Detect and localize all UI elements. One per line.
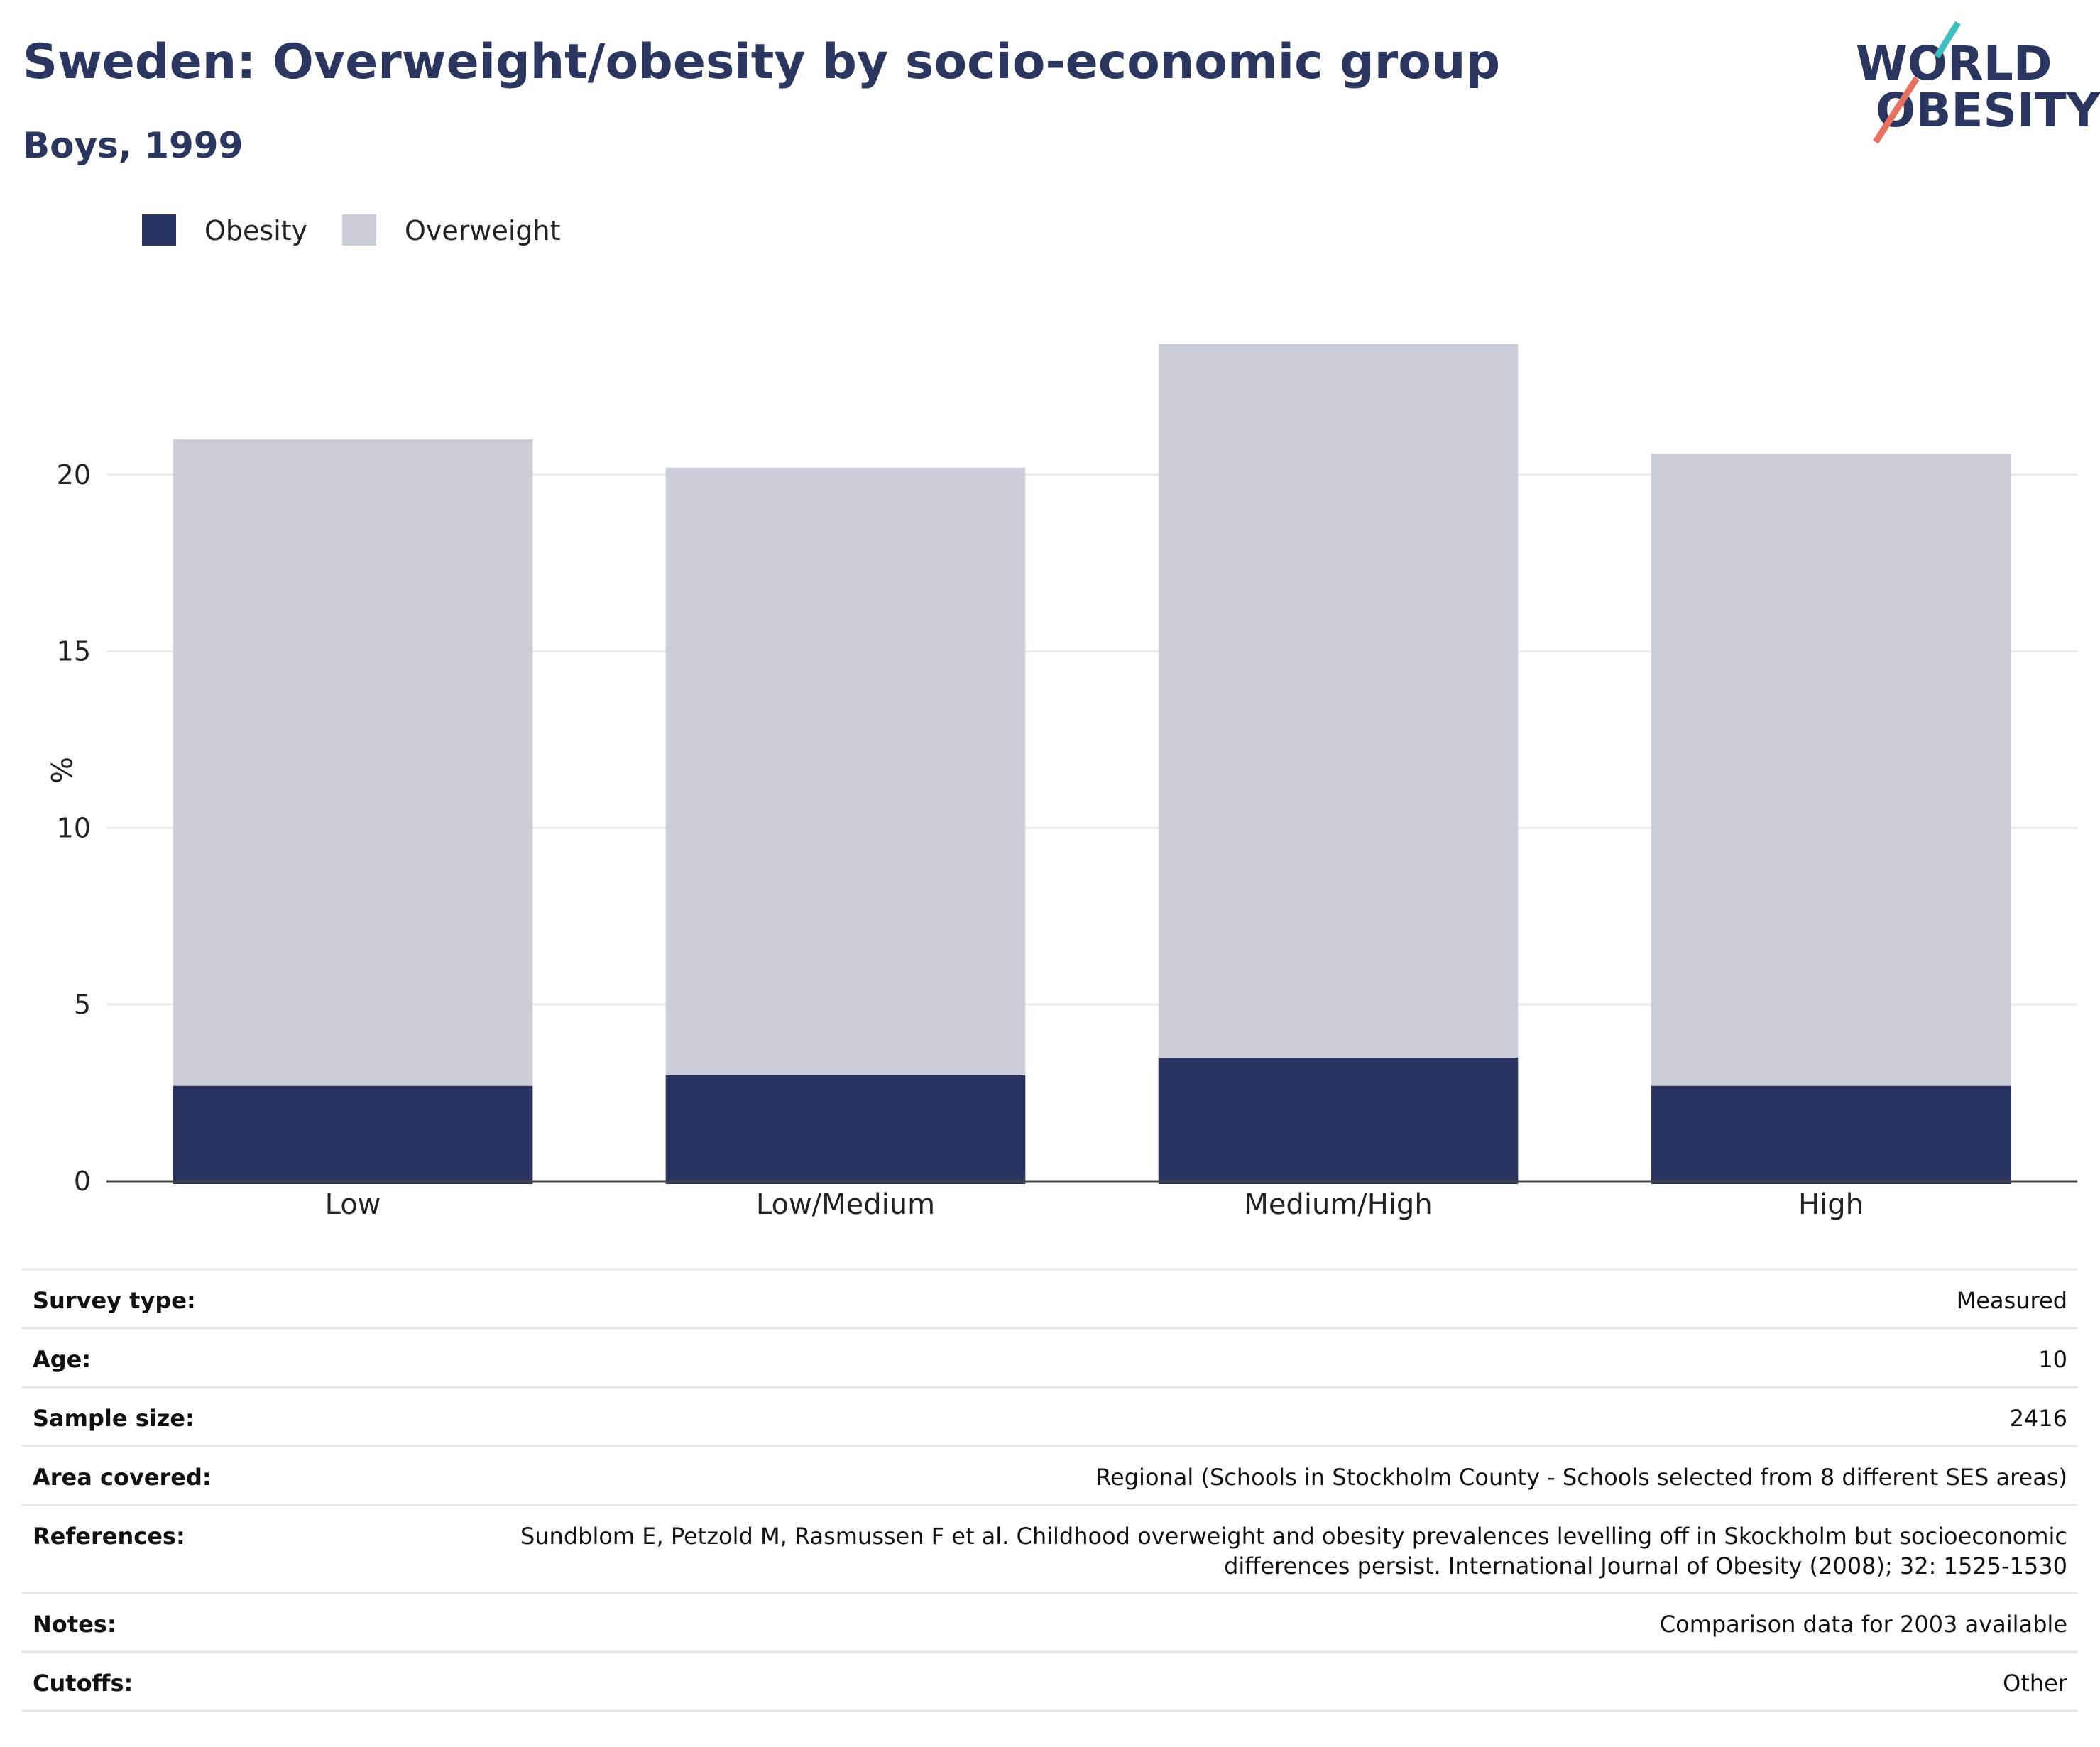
meta-value: 10 — [2038, 1346, 2067, 1373]
chart-title: Sweden: Overweight/obesity by socio-econ… — [23, 34, 1500, 90]
meta-value: Measured — [1957, 1287, 2067, 1314]
meta-label: Notes: — [33, 1611, 116, 1638]
meta-value: 2416 — [2010, 1405, 2067, 1432]
bar-obesity-high — [1651, 1085, 2011, 1184]
bars: Low Low/Medium Medium/High High — [173, 344, 2011, 1221]
x-tick-label: Low/Medium — [756, 1188, 935, 1221]
bar-overweight-low-medium — [665, 467, 1026, 1075]
meta-label: Sample size: — [33, 1405, 195, 1432]
bar-obesity-low — [173, 1085, 533, 1184]
legend-label-obesity: Obesity — [204, 215, 307, 246]
bar-overweight-medium-high — [1158, 344, 1519, 1058]
logo-line-1: WORLD — [1856, 36, 2052, 91]
meta-value: Sundblom E, Petzold M, Rasmussen F et al… — [520, 1523, 2067, 1550]
y-tick-label: 10 — [57, 812, 91, 843]
logo-slash-coral-icon — [1873, 76, 1920, 144]
legend-swatch-obesity — [142, 214, 176, 246]
y-tick-label: 0 — [74, 1166, 91, 1197]
logo-line-2: OBESITY — [1876, 83, 2100, 138]
logo: WORLD OBESITY — [1856, 21, 2100, 144]
x-tick-label: Medium/High — [1244, 1188, 1432, 1221]
bar-obesity-low-medium — [665, 1075, 1026, 1184]
chart-subtitle: Boys, 1999 — [23, 125, 243, 166]
meta-label: Area covered: — [33, 1464, 212, 1491]
meta-label: Cutoffs: — [33, 1670, 133, 1697]
metadata-table: Survey type: Measured Age: 10 Sample size: 24… — [21, 1268, 2077, 1712]
legend: Obesity Overweight — [142, 214, 561, 246]
x-tick-label: High — [1798, 1188, 1864, 1221]
legend-label-overweight: Overweight — [405, 215, 561, 246]
bar-obesity-medium-high — [1158, 1057, 1519, 1184]
logo-slash-teal-icon — [1934, 21, 1961, 59]
meta-value: Comparison data for 2003 available — [1660, 1611, 2067, 1638]
y-axis-label: % — [44, 757, 77, 784]
meta-value: differences persist. International Journ… — [1224, 1552, 2067, 1579]
legend-swatch-overweight — [342, 214, 376, 246]
x-tick-label: Low — [325, 1188, 381, 1221]
meta-label: References: — [33, 1523, 185, 1550]
bar-overweight-high — [1651, 453, 2011, 1086]
meta-value: Other — [2003, 1670, 2068, 1697]
meta-label: Age: — [33, 1346, 91, 1373]
y-tick-label: 20 — [57, 459, 91, 491]
meta-label: Survey type: — [33, 1287, 196, 1314]
y-tick-label: 5 — [74, 989, 91, 1020]
bar-overweight-low — [173, 439, 533, 1086]
y-tick-label: 15 — [57, 636, 91, 667]
meta-value: Regional (Schools in Stockholm County - … — [1095, 1464, 2067, 1491]
